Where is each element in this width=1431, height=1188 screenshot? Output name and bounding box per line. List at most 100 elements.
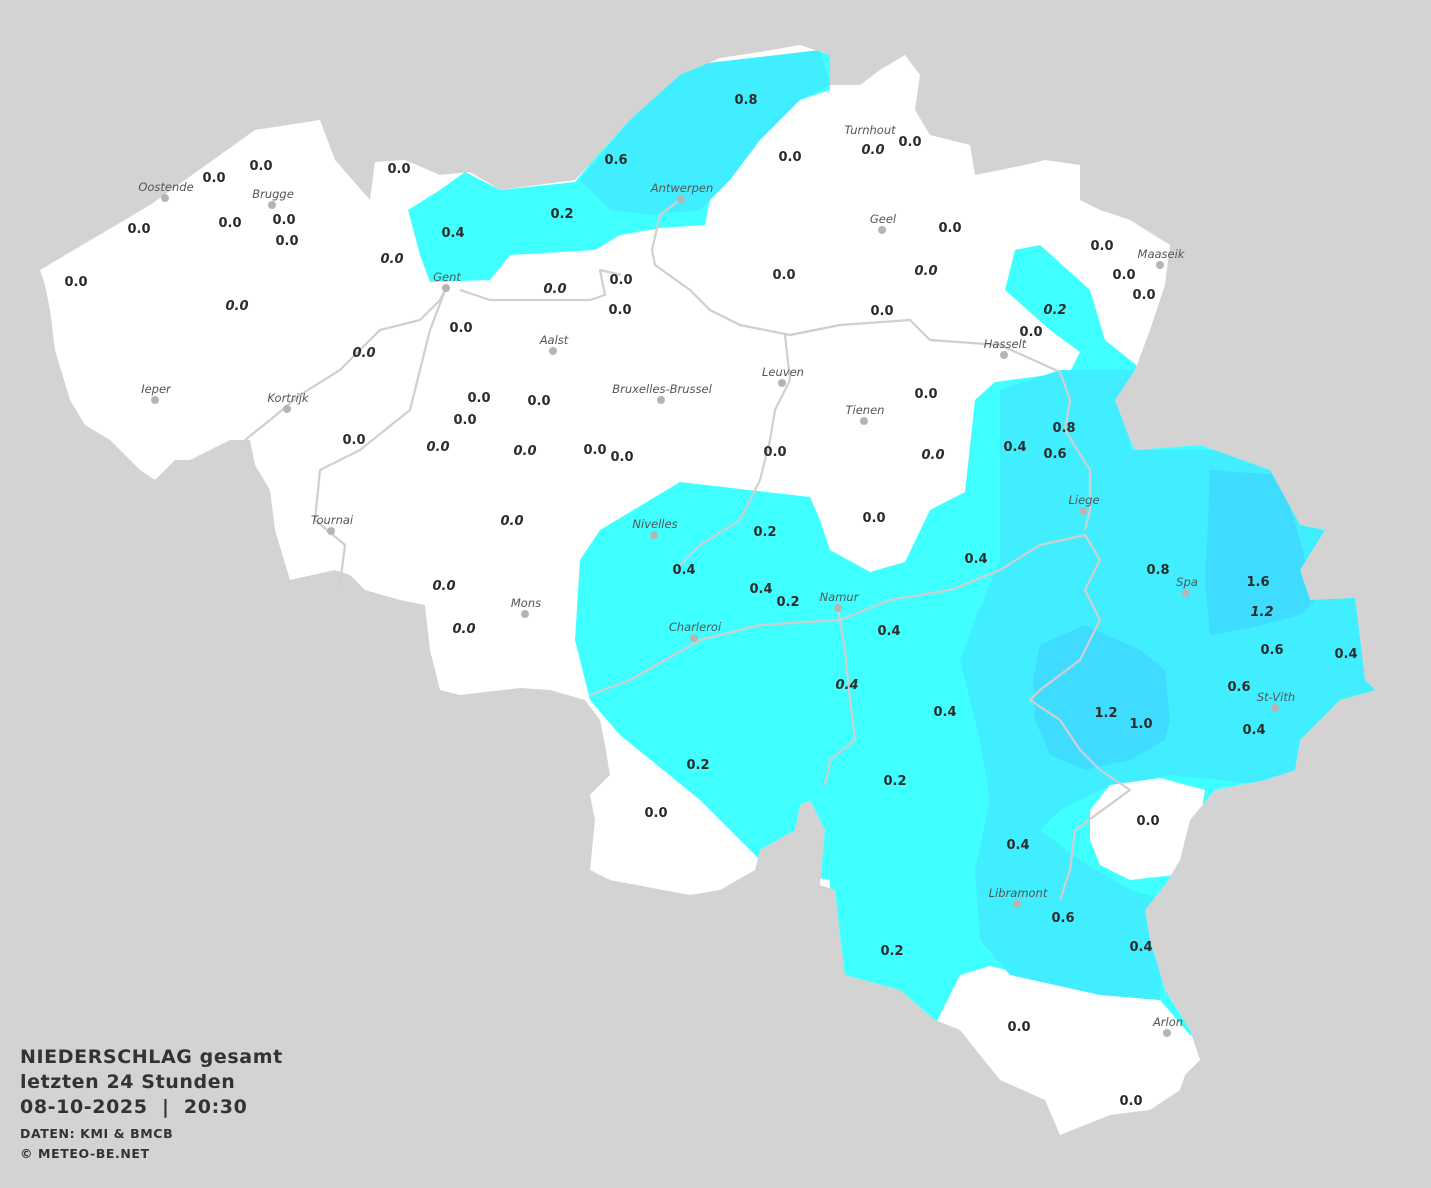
precip-value: 0.4 — [441, 226, 464, 241]
city-nivelles: Nivelles — [632, 517, 678, 539]
city-dot — [878, 226, 886, 234]
precip-value: 0.4 — [964, 552, 987, 567]
city-oostende: Oostende — [138, 180, 194, 202]
precip-value: 0.0 — [1132, 288, 1155, 303]
city-label: Oostende — [138, 180, 193, 194]
city-dot — [860, 417, 868, 425]
city-label: Ieper — [141, 382, 172, 396]
legend-title: NIEDERSCHLAG gesamt — [20, 1046, 283, 1068]
precip-value: 0.0 — [862, 511, 885, 526]
precip-value: 0.0 — [583, 443, 606, 458]
precip-value: 0.4 — [1006, 838, 1029, 853]
precip-value: 0.0 — [763, 445, 786, 460]
precip-value: 0.2 — [883, 774, 906, 789]
legend-source: DATEN: KMI & BMCB — [20, 1126, 174, 1141]
precip-value: 0.2 — [753, 525, 776, 540]
rivers — [244, 198, 1132, 901]
city-liege: Liege — [1068, 493, 1100, 515]
city-label: Namur — [820, 590, 860, 604]
city-namur: Namur — [820, 590, 860, 612]
precip-value: 0.0 — [772, 268, 795, 283]
city-arlon: Arlon — [1152, 1015, 1183, 1037]
city-maaseik: Maaseik — [1138, 247, 1186, 269]
legend-datetime: 08-10-2025 | 20:30 — [20, 1096, 248, 1118]
precip-value: 0.8 — [1052, 421, 1075, 436]
precip-value: 0.4 — [877, 624, 900, 639]
precip-value: 0.0 — [352, 346, 375, 361]
precip-value: 0.0 — [426, 440, 449, 455]
precip-value: 0.0 — [1090, 239, 1113, 254]
city-label: Bruxelles-Brussel — [612, 382, 712, 396]
precip-value: 0.0 — [608, 303, 631, 318]
precip-value: 0.8 — [734, 93, 757, 108]
precip-value: 0.4 — [672, 563, 695, 578]
city-st-vith: St-Vith — [1257, 690, 1295, 712]
city-dot — [283, 405, 291, 413]
precip-value: 0.0 — [914, 387, 937, 402]
precip-value: 0.4 — [749, 582, 772, 597]
legend-copyright: © METEO-BE.NET — [20, 1146, 150, 1161]
precip-value: 0.4 — [1334, 647, 1357, 662]
city-dot — [677, 195, 685, 203]
precip-value: 0.0 — [467, 391, 490, 406]
precip-value: 0.0 — [610, 450, 633, 465]
precip-value: 0.0 — [938, 221, 961, 236]
city-label: Gent — [433, 270, 461, 284]
city-label: Arlon — [1152, 1015, 1183, 1029]
precip-value: 0.0 — [870, 304, 893, 319]
precip-value: 0.0 — [272, 213, 295, 228]
city-label: Tournai — [311, 513, 354, 527]
city-dot — [161, 194, 169, 202]
precip-value: 0.0 — [64, 275, 87, 290]
city-dot — [778, 379, 786, 387]
river-meuse-south — [823, 607, 857, 786]
map-legend: NIEDERSCHLAG gesamt letzten 24 Stunden 0… — [20, 1045, 283, 1164]
city-label: Tienen — [846, 403, 885, 417]
precip-value: 0.6 — [1227, 680, 1250, 695]
precip-value: 1.2 — [1250, 605, 1273, 620]
city-dot — [151, 396, 159, 404]
city-leuven: Leuven — [762, 365, 804, 387]
precip-value: 1.6 — [1246, 575, 1269, 590]
precip-value: 1.0 — [1129, 717, 1152, 732]
city-dot — [657, 396, 665, 404]
precip-value: 0.4 — [1242, 723, 1265, 738]
precip-value: 0.2 — [550, 207, 573, 222]
city-label: Charleroi — [669, 620, 722, 634]
city-geel: Geel — [870, 212, 897, 234]
precip-value: 0.0 — [644, 806, 667, 821]
precip-value: 0.0 — [449, 321, 472, 336]
city-label: Nivelles — [632, 517, 677, 531]
city-dot — [1000, 351, 1008, 359]
precip-value: 0.6 — [604, 153, 627, 168]
city-dot — [1163, 1029, 1171, 1037]
precip-value: 0.0 — [218, 216, 241, 231]
precip-value: 0.0 — [342, 433, 365, 448]
city-dot — [549, 347, 557, 355]
precip-value: 0.0 — [275, 234, 298, 249]
precip-value: 0.0 — [380, 252, 403, 267]
city-dot — [1182, 589, 1190, 597]
city-dot — [268, 201, 276, 209]
city-hasselt: Hasselt — [984, 337, 1027, 359]
city-dot — [1156, 261, 1164, 269]
city-mons: Mons — [511, 596, 541, 618]
city-label: Spa — [1176, 575, 1198, 589]
city-spa: Spa — [1176, 575, 1198, 597]
precip-value: 0.0 — [453, 413, 476, 428]
precip-value: 0.0 — [387, 162, 410, 177]
zone-high-northeast — [1205, 470, 1315, 635]
zone-high-ourthe — [1033, 625, 1170, 770]
precip-value: 0.0 — [527, 394, 550, 409]
precip-value: 0.0 — [609, 273, 632, 288]
city-libramont: Libramont — [989, 886, 1048, 908]
city-dot — [834, 604, 842, 612]
city-tienen: Tienen — [846, 403, 885, 425]
city-dot — [521, 610, 529, 618]
city-label: Geel — [870, 212, 897, 226]
precip-value: 0.4 — [933, 705, 956, 720]
zone-dry-hole — [1090, 778, 1205, 880]
precip-value: 0.0 — [432, 579, 455, 594]
